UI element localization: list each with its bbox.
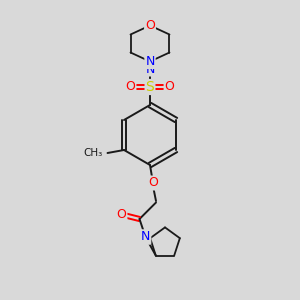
Text: N: N: [141, 230, 150, 244]
Text: CH₃: CH₃: [84, 148, 103, 158]
Text: O: O: [165, 80, 174, 94]
Text: O: O: [117, 208, 126, 221]
Text: O: O: [148, 176, 158, 190]
Text: N: N: [145, 62, 155, 76]
Text: O: O: [126, 80, 135, 94]
Text: N: N: [141, 230, 150, 244]
Text: S: S: [146, 80, 154, 94]
Text: N: N: [145, 55, 155, 68]
Text: O: O: [145, 19, 155, 32]
